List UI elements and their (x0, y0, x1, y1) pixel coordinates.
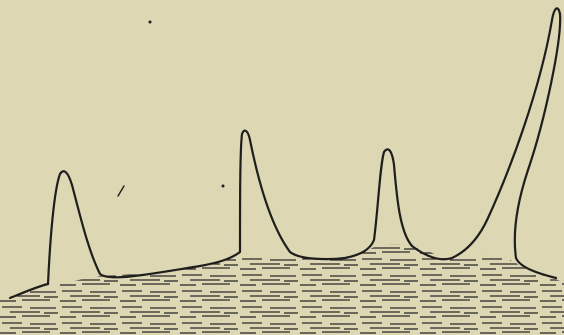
illustration (0, 0, 564, 335)
speck (222, 185, 225, 188)
page (0, 0, 564, 335)
speck (149, 21, 152, 24)
